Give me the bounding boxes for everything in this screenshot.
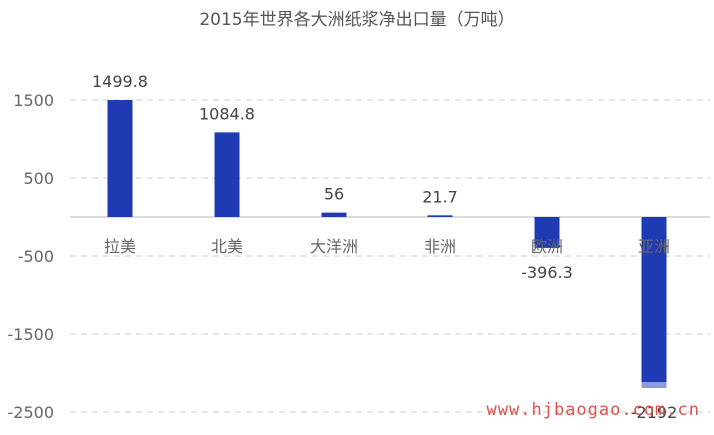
grid-lines	[70, 99, 710, 413]
bar	[107, 100, 133, 217]
data-label: 56	[324, 185, 344, 204]
labels: 1500 500 -500 -1500 -2500 拉美 1499.8 北美 1084.8 大洋洲…	[8, 72, 678, 422]
bar	[641, 217, 667, 388]
y-tick-label: 500	[23, 169, 54, 188]
data-label: 21.7	[422, 187, 458, 206]
bar	[321, 212, 347, 217]
y-tick-label: 1500	[13, 91, 54, 110]
data-label: 1084.8	[199, 104, 255, 123]
bar	[214, 132, 240, 217]
category-label: 欧洲	[531, 237, 563, 256]
category-label: 非洲	[424, 237, 456, 256]
watermark: www.hjbaogao.com.cn	[487, 400, 700, 420]
y-tick-label: -2500	[8, 403, 55, 422]
data-label: 1499.8	[92, 72, 148, 91]
category-label: 亚洲	[638, 237, 670, 256]
bar	[427, 215, 453, 217]
chart-title: 2015年世界各大洲纸浆净出口量（万吨）	[199, 10, 514, 30]
bar-tip	[641, 381, 667, 388]
category-label: 拉美	[104, 237, 136, 256]
category-label: 大洋洲	[310, 237, 358, 256]
bar	[534, 217, 560, 248]
y-tick-label: -500	[18, 247, 54, 266]
data-label: -2192	[631, 403, 678, 422]
data-label: -396.3	[521, 263, 573, 282]
y-tick-label: -1500	[8, 325, 55, 344]
category-label: 北美	[211, 237, 243, 256]
bars	[107, 100, 667, 388]
